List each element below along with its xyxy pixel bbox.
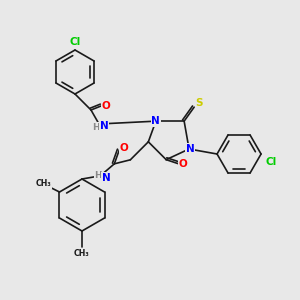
Text: S: S (195, 98, 203, 108)
Text: CH₃: CH₃ (36, 179, 51, 188)
Text: N: N (186, 144, 194, 154)
Text: Cl: Cl (266, 157, 277, 167)
Text: O: O (102, 101, 110, 111)
Text: N: N (100, 121, 108, 131)
Text: O: O (179, 159, 188, 169)
Text: CH₃: CH₃ (74, 250, 90, 259)
Text: H: H (94, 171, 102, 180)
Text: N: N (102, 173, 111, 183)
Text: H: H (92, 122, 100, 131)
Text: O: O (120, 143, 129, 153)
Text: Cl: Cl (69, 37, 81, 47)
Text: N: N (152, 116, 160, 126)
